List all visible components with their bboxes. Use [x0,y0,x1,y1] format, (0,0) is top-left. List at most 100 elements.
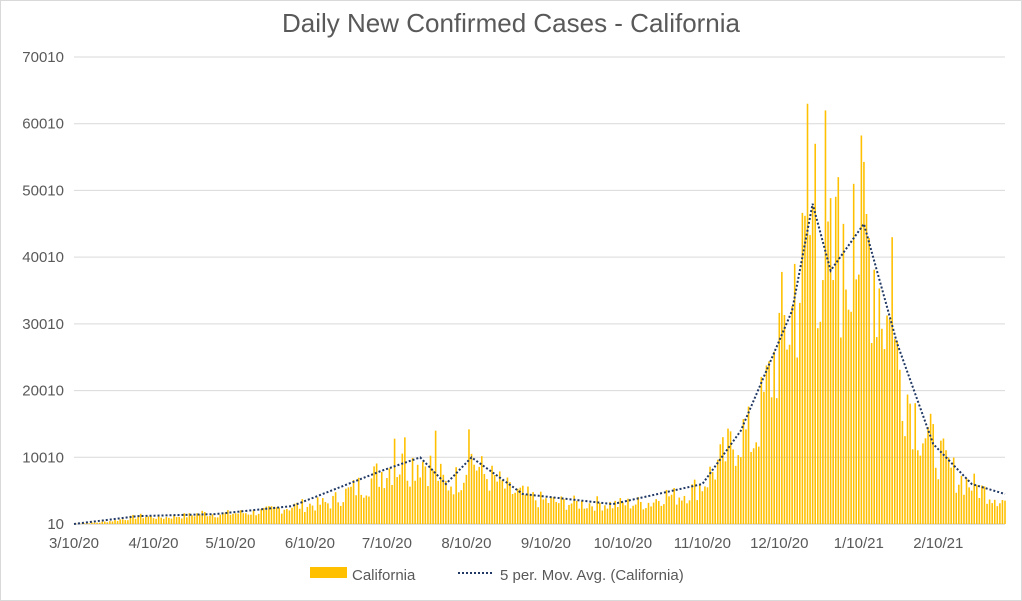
case-bar [788,344,791,524]
case-bar [170,518,173,524]
case-bar [319,504,322,524]
case-bar [819,321,822,524]
case-bar [557,503,560,524]
case-bar [722,437,724,524]
case-bar [186,517,188,524]
case-bar [693,479,696,524]
case-bar [978,498,981,524]
x-tick-label: 4/10/20 [128,535,178,552]
case-bar [588,503,591,524]
case-bar [437,480,439,524]
case-bar [506,477,509,524]
case-bar [719,444,722,524]
case-bar [262,507,265,524]
case-bar [778,312,781,524]
case-bar [598,502,601,524]
case-bar [632,505,634,524]
case-bar [183,513,186,524]
y-tick-label: 10 [47,516,64,533]
case-bar [124,520,127,524]
case-bar [286,508,288,524]
case-bar [847,309,850,524]
case-bar [829,198,832,524]
case-bar [278,507,280,524]
case-bar [242,513,245,524]
case-bar [850,311,852,524]
case-bar [965,478,968,524]
case-bar [806,103,809,524]
case-bar [565,509,568,524]
case-bar [627,498,629,524]
case-bar [129,515,132,524]
case-bar [888,319,891,524]
case-bar [529,494,532,524]
case-bar [375,463,378,524]
case-bar [460,490,463,524]
case-bar [227,510,229,524]
case-bar [516,488,519,524]
case-bar [106,522,109,524]
case-bar [429,455,432,524]
case-bar [801,212,804,524]
case-bar [596,496,599,524]
case-bar [809,235,811,524]
case-bar [568,504,570,524]
case-bar [937,479,940,524]
case-bar [675,504,678,524]
case-bar [583,508,586,524]
case-bar [975,484,978,524]
case-bar [586,508,588,524]
case-bar [855,279,858,524]
case-bar [737,455,740,524]
case-bar [273,506,275,524]
case-bar [804,215,806,525]
case-bar [578,508,581,524]
legend-bar-swatch [310,567,347,578]
case-bar [952,457,955,524]
case-bar [683,495,686,524]
case-bar [950,467,952,524]
case-bar [432,470,434,524]
case-bar [86,523,88,524]
case-bar [468,429,470,524]
case-bar [842,223,845,525]
case-bar [750,451,752,524]
x-tick-label: 10/10/20 [594,535,652,552]
case-bar [532,492,534,524]
case-bar [345,488,347,524]
case-bar [324,501,327,524]
case-bar [473,464,475,524]
case-bar [188,513,191,524]
case-bar [763,391,765,524]
case-bar [193,516,196,524]
case-bar [311,505,314,524]
case-bar [329,508,332,524]
case-bar [955,492,958,524]
case-bar [619,498,622,524]
case-bar [665,489,668,524]
case-bar [791,306,793,524]
case-bar [822,280,824,524]
case-bar [301,499,304,524]
case-bar [555,501,557,524]
case-bar [816,328,819,524]
case-bar [786,349,788,524]
case-bar [334,492,337,524]
case-bar [699,485,701,524]
case-bar [704,486,706,524]
case-bar [770,397,773,524]
case-bar [686,503,688,524]
case-bar [103,521,106,524]
case-bar [268,506,270,524]
case-bar [570,503,573,524]
case-bar [391,484,393,524]
y-tick-label: 60010 [22,116,64,133]
case-bar [891,237,893,524]
case-bar [765,365,768,524]
case-bar [614,500,616,524]
case-bar [234,513,237,524]
case-bar [486,479,488,524]
case-bar [1004,500,1006,524]
case-bar [411,457,414,524]
